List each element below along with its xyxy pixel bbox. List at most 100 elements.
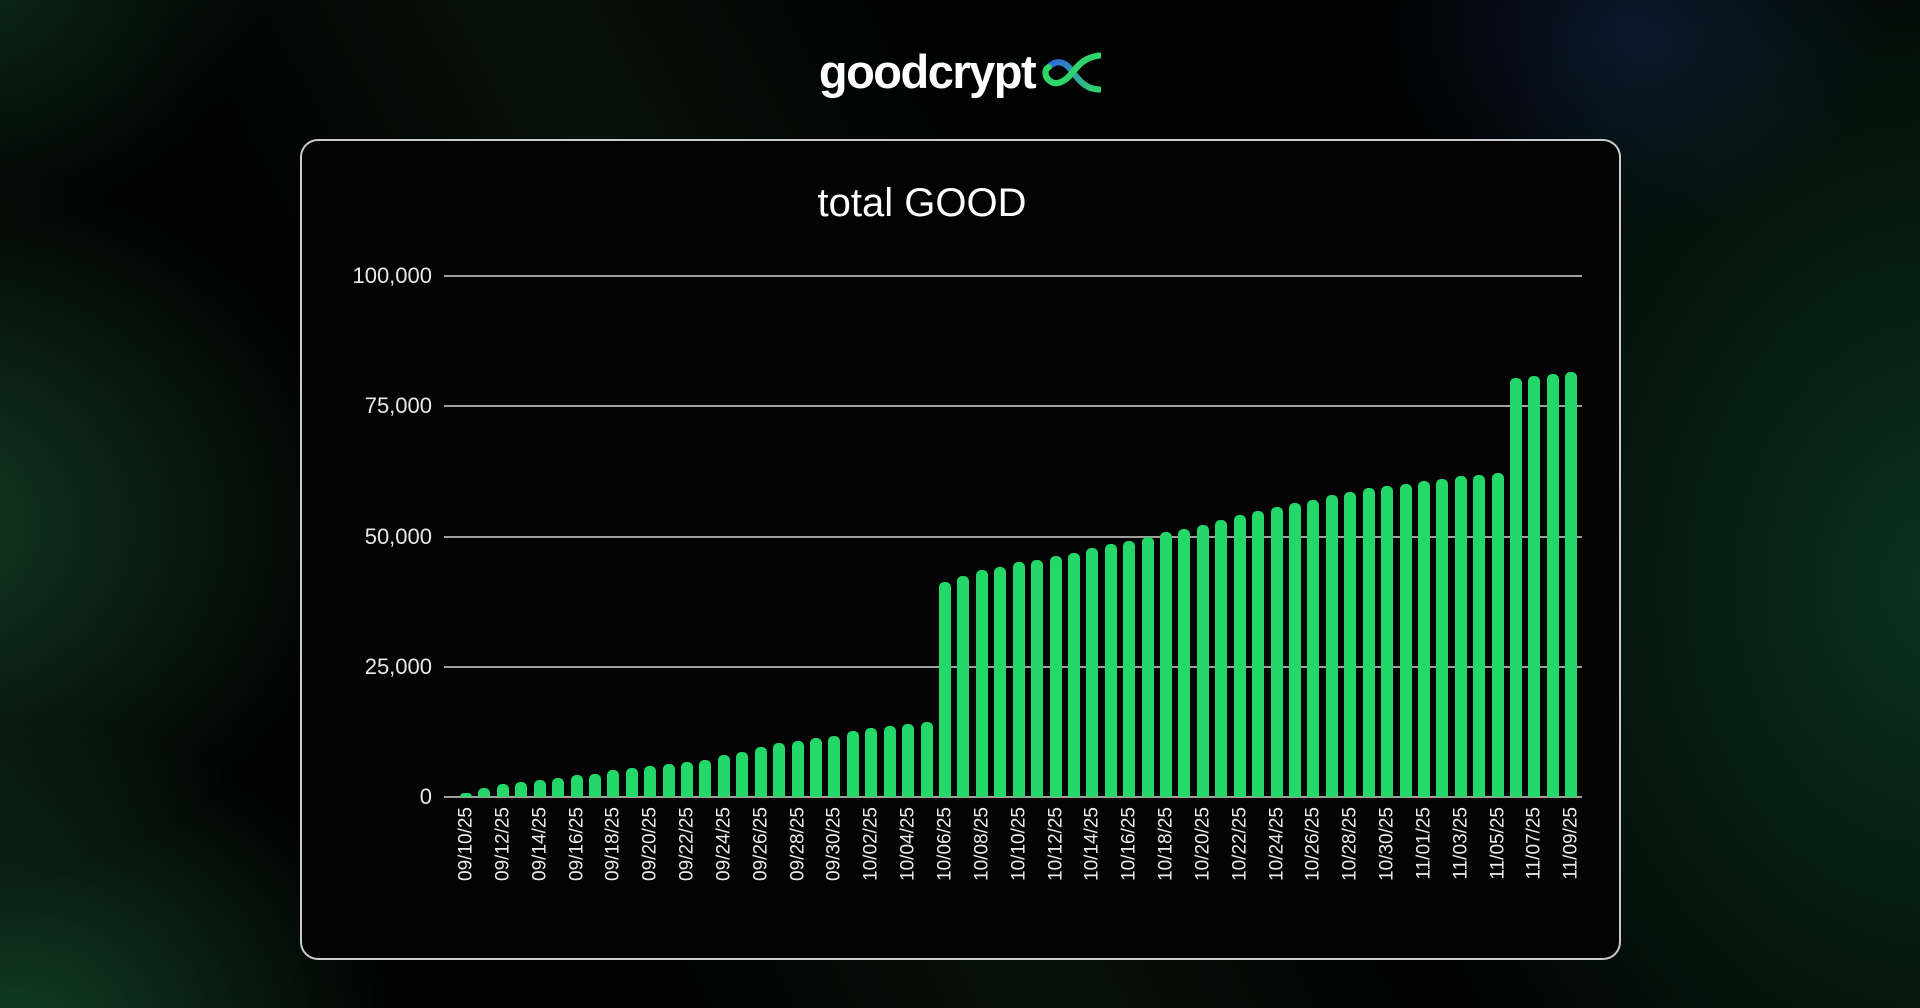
bar-10/21/25 (1215, 519, 1228, 797)
x-tick-label: 09/22/25 (676, 807, 698, 881)
x-tick-label: 09/20/25 (639, 807, 661, 881)
bar-10/07/25 (957, 575, 970, 797)
x-tick-label: 10/06/25 (934, 807, 956, 881)
bar-10/28/25: 10/28/25 (1340, 492, 1361, 881)
x-tick-label: 09/26/25 (750, 807, 772, 881)
x-tick-label: 10/12/25 (1045, 807, 1066, 881)
bar-10/13/25 (1067, 553, 1080, 797)
bar-10/18/25: 10/18/25 (1156, 532, 1177, 881)
x-tick-label: 09/16/25 (566, 807, 588, 881)
bar-09/12/25: 09/12/25 (492, 783, 513, 881)
bar-10/17/25 (1141, 536, 1154, 797)
x-tick-label: 11/03/25 (1450, 807, 1472, 880)
x-tick-label: 09/14/25 (529, 807, 551, 881)
bar-10/24/25: 10/24/25 (1266, 506, 1287, 881)
bar-10/02/25: 10/02/25 (861, 728, 882, 881)
x-tick-label: 10/30/25 (1376, 807, 1398, 881)
x-tick-label: 09/18/25 (602, 807, 624, 881)
bar-09/28/25: 09/28/25 (787, 741, 808, 881)
bar-11/07/25: 11/07/25 (1524, 376, 1545, 880)
bar-09/25/25 (736, 751, 749, 797)
bar-09/30/25: 09/30/25 (824, 735, 845, 881)
bar-10/25/25 (1288, 503, 1301, 797)
bar-10/31/25 (1399, 483, 1412, 797)
bar-10/29/25 (1362, 488, 1375, 797)
bar-09/13/25 (515, 781, 528, 797)
bar-09/22/25: 09/22/25 (677, 762, 698, 881)
bar-09/16/25: 09/16/25 (566, 775, 587, 881)
y-tick-label: 75,000 (364, 393, 432, 419)
bar-11/04/25 (1473, 474, 1486, 797)
y-tick-label: 0 (419, 784, 432, 809)
x-tick-label: 10/22/25 (1229, 807, 1251, 881)
bar-09/23/25 (699, 759, 712, 797)
x-tick-label: 10/16/25 (1118, 807, 1140, 881)
x-tick-label: 10/26/25 (1302, 807, 1324, 881)
x-tick-label: 10/24/25 (1266, 807, 1288, 881)
chart-title: total GOOD (817, 181, 1027, 225)
bar-10/10/25: 10/10/25 (1008, 562, 1029, 881)
gridline-50,000 (444, 535, 1582, 538)
x-tick-label: 10/28/25 (1339, 807, 1361, 881)
gridline-75,000 (444, 405, 1582, 408)
x-tick-label: 11/01/25 (1413, 807, 1435, 880)
bar-10/12/25: 10/12/25 (1045, 556, 1066, 881)
header: goodcrypt (0, 44, 1920, 98)
y-tick-label: 50,000 (364, 523, 432, 549)
bar-11/09/25: 11/09/25 (1561, 372, 1582, 880)
bar-10/22/25: 10/22/25 (1229, 514, 1250, 881)
bar-10/01/25 (846, 730, 859, 797)
bar-10/08/25: 10/08/25 (971, 570, 992, 881)
bar-09/18/25: 09/18/25 (603, 770, 624, 881)
x-tick-label: 10/20/25 (1192, 807, 1214, 881)
x-swoosh-icon (1042, 52, 1102, 93)
bar-09/29/25 (810, 738, 823, 797)
bar-11/02/25 (1436, 478, 1449, 797)
bar-10/04/25: 10/04/25 (898, 724, 919, 881)
x-tick-label: 09/10/25 (455, 807, 477, 881)
logo-text: goodcrypt (818, 44, 1037, 98)
bar-10/11/25 (1031, 559, 1044, 797)
bar-10/16/25: 10/16/25 (1119, 541, 1140, 881)
bar-09/26/25: 09/26/25 (750, 746, 771, 881)
bar-10/19/25 (1178, 528, 1191, 797)
bar-11/06/25 (1510, 377, 1523, 797)
x-tick-label: 10/14/25 (1081, 807, 1103, 881)
x-tick-label: 09/24/25 (713, 807, 735, 881)
x-tick-label: 09/12/25 (492, 807, 514, 881)
x-tick-label: 10/04/25 (897, 807, 919, 881)
bar-10/09/25 (994, 566, 1007, 797)
bar-10/03/25 (883, 726, 896, 797)
bar-09/19/25 (625, 768, 638, 797)
bar-10/14/25: 10/14/25 (1082, 547, 1103, 881)
goodcrypto-logo: goodcrypt (818, 44, 1102, 98)
bar-10/30/25: 10/30/25 (1377, 485, 1398, 881)
bar-09/10/25: 09/10/25 (456, 792, 477, 881)
bar-09/20/25: 09/20/25 (640, 765, 661, 881)
x-tick-label: 10/10/25 (1008, 807, 1030, 881)
plot-area: 0 25,000 50,000 75,000 100,000 09/10/25 09/12… (352, 265, 1582, 881)
bar-09/17/25 (588, 773, 601, 797)
y-tick-label: 100,000 (352, 263, 432, 288)
bars-container: 09/10/25 09/12/25 09/14/25 09/16/25 09/18/25… (450, 276, 1582, 881)
y-tick-label: 25,000 (364, 653, 432, 679)
bar-11/08/25 (1546, 374, 1559, 797)
gridline-0 (444, 796, 1582, 798)
bar-10/26/25: 10/26/25 (1303, 500, 1324, 881)
x-tick-label: 10/08/25 (971, 807, 993, 881)
bar-09/11/25 (478, 787, 491, 797)
bar-09/24/25: 09/24/25 (713, 755, 734, 881)
bar-10/06/25: 10/06/25 (934, 582, 955, 881)
x-tick-label: 10/18/25 (1155, 807, 1177, 881)
bar-10/20/25: 10/20/25 (1192, 525, 1213, 881)
x-tick-label: 09/30/25 (823, 807, 845, 881)
x-tick-label: 10/02/25 (860, 807, 882, 881)
bar-10/27/25 (1325, 495, 1338, 797)
bar-10/05/25 (920, 721, 933, 797)
x-tick-label: 11/07/25 (1523, 807, 1545, 880)
bar-11/05/25: 11/05/25 (1487, 472, 1508, 880)
gridline-100,000 (444, 275, 1582, 277)
bar-09/27/25 (773, 743, 786, 797)
bar-11/03/25: 11/03/25 (1450, 476, 1471, 880)
